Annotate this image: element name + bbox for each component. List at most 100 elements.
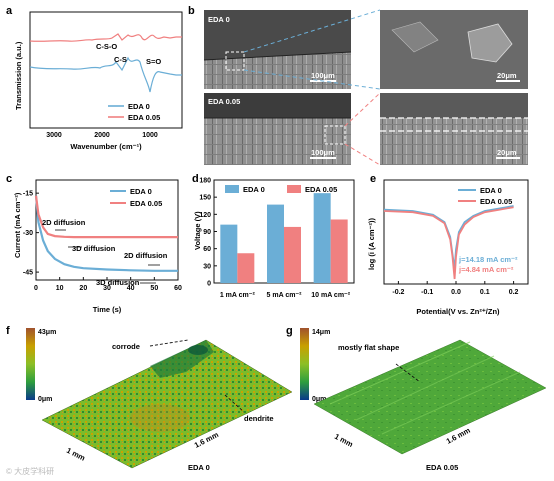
chrono-xtick: 30 xyxy=(103,285,111,292)
caption-g: EDA 0.05 xyxy=(426,463,458,472)
dim1-f: 1 mm xyxy=(65,446,87,463)
panel-label-f: f xyxy=(6,325,10,337)
annot-2d-b: 2D diffusion xyxy=(124,251,168,260)
annot-cs: C-S xyxy=(114,55,127,64)
bar-eda005-0 xyxy=(237,253,255,283)
chrono-ytick: -15 xyxy=(23,191,33,198)
3d-topography-eda0: 43μm 0μm corrode dendrite 1 mm 1.6 mm ED… xyxy=(6,328,293,476)
bar-eda0-2 xyxy=(313,193,331,283)
annot-cso: C-S-O xyxy=(96,42,117,51)
annot-so: S=O xyxy=(146,57,161,66)
voltage-ytick: 150 xyxy=(199,195,211,202)
voltage-ytick: 90 xyxy=(203,229,211,236)
j-eda0: j=14.18 mA cm⁻² xyxy=(458,255,518,264)
tafel-xtick: 0.2 xyxy=(509,289,519,296)
legend-eda-0.05-d: EDA 0.05 xyxy=(305,185,337,194)
zoom-box-eda0 xyxy=(225,51,245,71)
ftir-xtick: 1000 xyxy=(142,132,158,139)
dim1-g: 1 mm xyxy=(333,432,355,449)
ftir-xtick: 2000 xyxy=(94,132,110,139)
panel-label-d: d xyxy=(192,173,199,185)
chrono-xtick: 50 xyxy=(150,285,158,292)
label-corrode: corrode xyxy=(112,342,140,351)
tafel-xtick: 0.1 xyxy=(480,289,490,296)
bar-eda005-2 xyxy=(330,219,348,283)
tafel-plot: -0.2 -0.1 0.0 0.1 0.2 EDA 0 EDA 0.05 j=14.18… xyxy=(367,179,529,316)
zmin-g: 0μm xyxy=(312,396,326,403)
legend-eda-0.05-c: EDA 0.05 xyxy=(130,199,162,208)
j-eda005: j=4.84 mA cm⁻² xyxy=(458,265,514,274)
surface-g xyxy=(313,339,547,455)
ftir-series-eda-0 xyxy=(29,56,182,93)
chrono-plot: -15 -30 -45 0 10 20 30 40 50 60 EDA 0 EDA 0.05 2D… xyxy=(13,179,182,314)
tafel-ylabel: log (i (A cm⁻²)) xyxy=(367,217,376,270)
tafel-xtick: -0.1 xyxy=(421,289,433,296)
voltage-ytick: 60 xyxy=(203,246,211,253)
scale-bar-20um: 20μm xyxy=(497,71,517,80)
bar-category-label: 5 mA cm⁻² xyxy=(267,292,303,299)
legend-eda-0-e: EDA 0 xyxy=(480,186,502,195)
tafel-xlabel: Potential(V vs. Zn²⁺/Zn) xyxy=(416,307,500,316)
voltage-bar-chart: 1 mA cm⁻² 5 mA cm⁻² 10 mA cm⁻² 0 30 60 90 120 15… xyxy=(193,178,355,299)
legend-eda-0-c: EDA 0 xyxy=(130,187,152,196)
zmax-f: 43μm xyxy=(38,329,56,336)
legend-eda-0-d: EDA 0 xyxy=(243,185,265,194)
tafel-xtick: 0.0 xyxy=(451,289,461,296)
chrono-xtick: 40 xyxy=(127,285,135,292)
watermark: © 大皮学科研 xyxy=(6,466,54,476)
scale-bar-100um: 100μm xyxy=(311,71,335,80)
legend-eda-0.05: EDA 0.05 xyxy=(128,113,160,122)
label-dendrite: dendrite xyxy=(244,414,274,423)
chrono-xtick: 10 xyxy=(56,285,64,292)
annot-2d-a: 2D diffusion xyxy=(42,218,86,227)
voltage-ytick: 120 xyxy=(199,212,211,219)
voltage-ytick: 30 xyxy=(203,263,211,270)
tafel-series-eda005 xyxy=(383,206,514,280)
legend-eda-0.05-e: EDA 0.05 xyxy=(480,197,512,206)
sem-images: 100μm EDA 0 20μm 100μm EDA 0.05 20μm xyxy=(203,9,528,166)
panel-label-c: c xyxy=(6,173,12,185)
scale-bar-100um-2: 100μm xyxy=(311,148,335,157)
colorbar-g xyxy=(300,328,309,400)
panel-label-e: e xyxy=(370,173,376,185)
scale-bar-20um-2: 20μm xyxy=(497,148,517,157)
caption-f: EDA 0 xyxy=(188,463,210,472)
chrono-xtick: 0 xyxy=(34,285,38,292)
panel-label-a: a xyxy=(6,5,13,17)
ftir-plot: C-S-O C-S S=O Transmission (a.u.) 3000 2… xyxy=(14,11,183,151)
chrono-xtick: 20 xyxy=(79,285,87,292)
chrono-xlabel: Time (s) xyxy=(93,305,122,314)
ftir-xlabel: Wavenumber (cm⁻¹) xyxy=(70,142,142,151)
chrono-series-eda005 xyxy=(34,195,178,239)
chrono-ytick: -30 xyxy=(23,230,33,237)
zoom-box-eda005 xyxy=(324,125,346,145)
chrono-ylabel: Current (mA cm⁻²) xyxy=(13,192,22,258)
ftir-series-eda-0.05 xyxy=(29,33,182,42)
ftir-xtick: 3000 xyxy=(46,132,62,139)
voltage-ytick: 180 xyxy=(199,178,211,185)
label-flat: mostly flat shape xyxy=(338,343,399,352)
bar-category-label: 10 mA cm⁻² xyxy=(311,292,351,299)
bar-eda0-0 xyxy=(220,224,238,283)
bar-eda0-1 xyxy=(267,204,284,283)
legend-eda-0: EDA 0 xyxy=(128,102,150,111)
bar-category-label: 1 mA cm⁻² xyxy=(220,292,256,299)
chrono-ytick: -45 xyxy=(23,270,33,277)
voltage-ylabel: Voltage (V) xyxy=(193,211,202,250)
chrono-xtick: 60 xyxy=(174,285,182,292)
colorbar-f xyxy=(26,328,35,400)
panel-label-b: b xyxy=(188,5,195,17)
annot-3d-b: 3D diffusion xyxy=(96,278,140,287)
tafel-xtick: -0.2 xyxy=(392,289,404,296)
zmin-f: 0μm xyxy=(38,396,52,403)
bar-eda005-1 xyxy=(284,226,301,283)
annot-3d-a: 3D diffusion xyxy=(72,244,116,253)
3d-topography-eda005: 14μm 0μm mostly flat shape 1 mm 1.6 mm E… xyxy=(300,328,547,472)
zmax-g: 14μm xyxy=(312,329,330,336)
voltage-ytick: 0 xyxy=(207,281,211,288)
panel-label-g: g xyxy=(286,325,293,337)
chrono-series-eda0 xyxy=(34,195,178,272)
sem-label-eda005: EDA 0.05 xyxy=(208,97,240,106)
ftir-ylabel: Transmission (a.u.) xyxy=(14,41,23,110)
